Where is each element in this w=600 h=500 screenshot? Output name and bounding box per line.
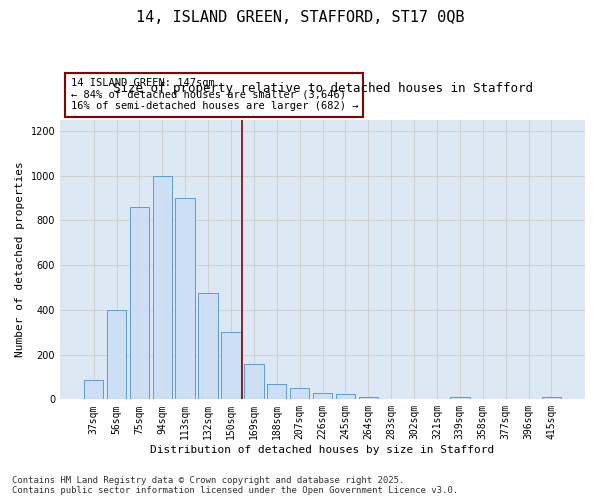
- Bar: [130, 207, 149, 400]
- Y-axis label: Number of detached properties: Number of detached properties: [15, 162, 25, 358]
- Bar: [199, 293, 218, 400]
- Title: Size of property relative to detached houses in Stafford: Size of property relative to detached ho…: [113, 82, 533, 95]
- Bar: [359, 397, 378, 400]
- Text: 14, ISLAND GREEN, STAFFORD, ST17 0QB: 14, ISLAND GREEN, STAFFORD, ST17 0QB: [136, 10, 464, 25]
- Bar: [152, 176, 172, 400]
- Bar: [313, 392, 332, 400]
- Text: Contains HM Land Registry data © Crown copyright and database right 2025.
Contai: Contains HM Land Registry data © Crown c…: [12, 476, 458, 495]
- Bar: [267, 384, 286, 400]
- Bar: [84, 380, 103, 400]
- Bar: [244, 364, 263, 400]
- Bar: [107, 310, 126, 400]
- Text: 14 ISLAND GREEN: 147sqm
← 84% of detached houses are smaller (3,646)
16% of semi: 14 ISLAND GREEN: 147sqm ← 84% of detache…: [71, 78, 358, 112]
- Bar: [335, 394, 355, 400]
- Bar: [221, 332, 241, 400]
- Bar: [450, 397, 470, 400]
- Bar: [290, 388, 310, 400]
- Bar: [542, 397, 561, 400]
- Bar: [175, 198, 195, 400]
- X-axis label: Distribution of detached houses by size in Stafford: Distribution of detached houses by size …: [151, 445, 494, 455]
